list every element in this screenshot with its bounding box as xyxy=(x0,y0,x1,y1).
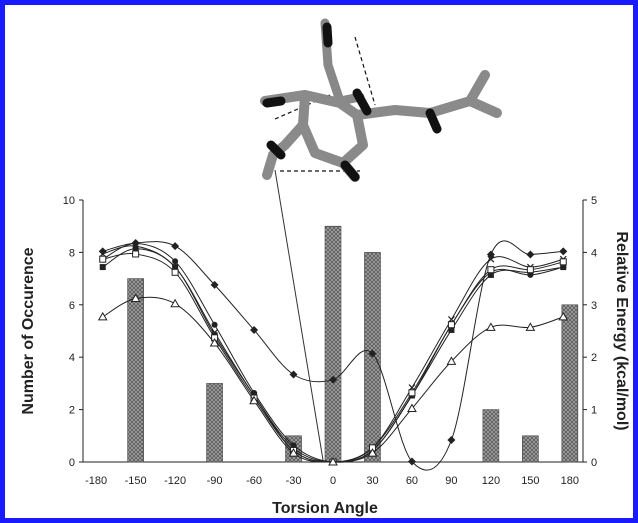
data-point xyxy=(367,448,378,457)
y-left-tick-label: 6 xyxy=(69,300,75,312)
data-point xyxy=(408,389,416,397)
data-point xyxy=(132,250,140,258)
y-left-tick-label: 8 xyxy=(69,247,75,259)
y-axis-right-title: Relative Energy (kcal/mol) xyxy=(613,231,630,430)
data-point xyxy=(289,370,298,379)
y-left-tick-label: 0 xyxy=(69,457,75,469)
bar xyxy=(127,278,144,463)
y-right-tick-label: 1 xyxy=(591,405,597,417)
data-point xyxy=(558,311,569,321)
bar xyxy=(561,304,579,463)
data-point xyxy=(447,435,456,444)
data-point xyxy=(99,255,107,263)
data-point xyxy=(250,325,259,334)
torsion-chart: -180 -150 -120 -90 -60 -30 0 30 60 90 120 150 180024… xyxy=(20,18,630,517)
data-point xyxy=(525,322,536,331)
x-tick-label: 60 xyxy=(406,475,418,487)
data-point xyxy=(448,326,455,333)
data-point xyxy=(130,293,141,303)
data-point xyxy=(211,321,218,328)
bar xyxy=(522,435,539,463)
x-tick-label: -150 xyxy=(125,475,147,487)
data-point xyxy=(446,356,457,365)
x-tick-label: 0 xyxy=(330,475,336,487)
data-point xyxy=(487,266,495,274)
data-point xyxy=(487,271,494,278)
bar-series xyxy=(127,225,579,463)
data-point xyxy=(487,255,495,263)
data-point xyxy=(407,457,416,466)
y-right-tick-label: 0 xyxy=(591,457,597,469)
y-left-tick-label: 4 xyxy=(69,352,75,364)
molecule-structure-image xyxy=(260,18,502,461)
energy-lines xyxy=(97,238,569,471)
data-point xyxy=(559,258,567,266)
data-point xyxy=(249,395,259,405)
data-point xyxy=(172,258,179,265)
data-point xyxy=(486,322,496,331)
data-point xyxy=(329,375,337,384)
data-point xyxy=(99,264,106,271)
axis-ticks: -180 -150 -120 -90 -60 -30 0 30 60 90 120 150 180024… xyxy=(63,195,597,487)
y-right-tick-label: 5 xyxy=(591,195,597,207)
data-point xyxy=(209,338,220,347)
data-point xyxy=(407,403,417,413)
data-point xyxy=(171,268,179,276)
data-point xyxy=(210,280,219,289)
x-tick-label: -90 xyxy=(207,475,223,487)
y-axis-left-title: Number of Occurence xyxy=(20,247,37,414)
x-tick-label: 90 xyxy=(445,475,457,487)
x-tick-label: 180 xyxy=(561,475,579,487)
y-right-tick-label: 3 xyxy=(591,300,597,312)
data-point xyxy=(170,298,180,308)
x-tick-label: -120 xyxy=(164,475,186,487)
x-tick-label: -30 xyxy=(286,475,302,487)
bar xyxy=(206,383,223,463)
x-axis-title: Torsion Angle xyxy=(272,500,378,517)
bar xyxy=(482,409,500,463)
data-point xyxy=(526,266,534,274)
data-point xyxy=(447,321,455,329)
y-left-tick-label: 10 xyxy=(63,195,75,207)
data-point xyxy=(559,247,568,256)
y-right-tick-label: 2 xyxy=(591,352,597,364)
data-point xyxy=(171,242,180,251)
data-point xyxy=(172,264,179,271)
x-tick-label: -60 xyxy=(246,475,262,487)
data-point xyxy=(288,448,299,457)
data-point xyxy=(526,250,535,259)
x-tick-label: -180 xyxy=(85,475,107,487)
bar xyxy=(324,225,342,463)
y-right-tick-label: 4 xyxy=(591,247,597,259)
data-point xyxy=(97,311,108,321)
x-tick-label: 120 xyxy=(482,475,500,487)
data-point xyxy=(560,264,567,271)
data-point xyxy=(132,245,139,252)
x-tick-label: 150 xyxy=(521,475,539,487)
y-left-tick-label: 2 xyxy=(69,405,75,417)
data-point xyxy=(368,349,377,358)
x-tick-label: 30 xyxy=(366,475,378,487)
data-point xyxy=(328,456,338,466)
